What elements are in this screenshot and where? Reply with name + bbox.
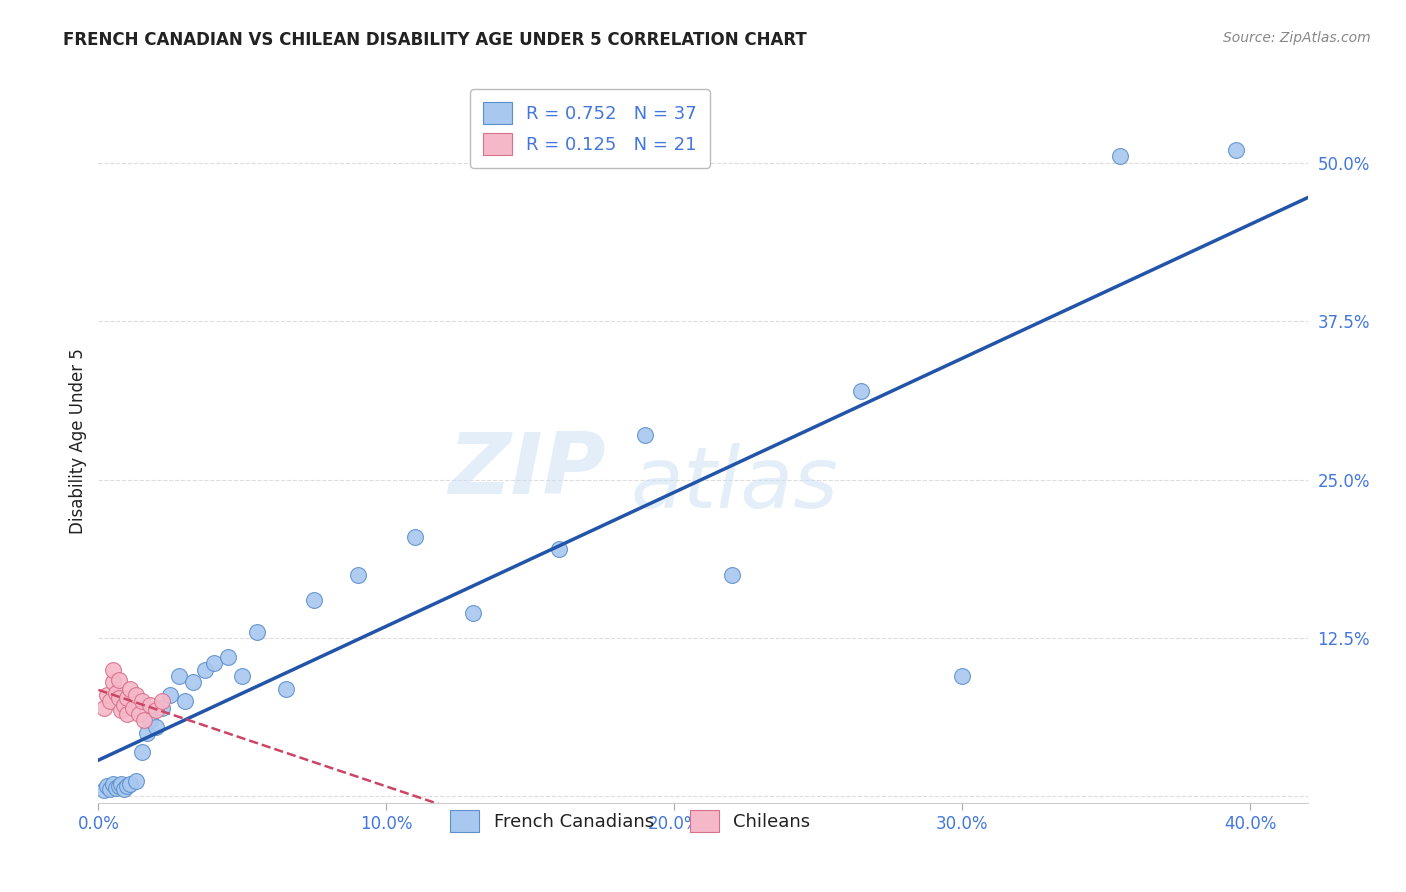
Point xyxy=(115,780,138,794)
Point xyxy=(101,675,124,690)
Point xyxy=(93,783,115,797)
Point xyxy=(274,681,297,696)
Point xyxy=(950,669,973,683)
Point xyxy=(1109,149,1132,163)
Point xyxy=(183,675,205,690)
Point xyxy=(461,606,484,620)
Point xyxy=(131,694,153,708)
Text: FRENCH CANADIAN VS CHILEAN DISABILITY AGE UNDER 5 CORRELATION CHART: FRENCH CANADIAN VS CHILEAN DISABILITY AG… xyxy=(63,31,807,49)
Point xyxy=(107,780,129,794)
Point xyxy=(194,663,217,677)
Point xyxy=(128,707,150,722)
Point xyxy=(634,428,657,442)
Point xyxy=(150,694,173,708)
Point xyxy=(96,780,118,794)
Point xyxy=(120,777,142,791)
Point xyxy=(134,714,156,728)
Point xyxy=(101,663,124,677)
Point xyxy=(112,781,135,796)
Point xyxy=(202,657,225,671)
Point xyxy=(404,530,426,544)
Point xyxy=(98,694,121,708)
Point xyxy=(120,681,142,696)
Point xyxy=(107,673,129,687)
Point xyxy=(548,542,571,557)
Point xyxy=(122,700,145,714)
Point xyxy=(107,690,129,705)
Point xyxy=(720,567,742,582)
Point xyxy=(139,714,162,728)
Text: ZIP: ZIP xyxy=(449,429,606,512)
Point xyxy=(136,726,159,740)
Point xyxy=(112,698,135,713)
Point xyxy=(246,624,269,639)
Text: atlas: atlas xyxy=(630,443,838,526)
Point xyxy=(139,698,162,713)
Point xyxy=(93,700,115,714)
Legend: French Canadians, Chileans: French Canadians, Chileans xyxy=(437,797,823,845)
Point xyxy=(110,703,132,717)
Point xyxy=(96,688,118,702)
Point xyxy=(131,745,153,759)
Point xyxy=(104,685,127,699)
Point xyxy=(104,780,127,795)
Point xyxy=(125,688,148,702)
Point xyxy=(304,593,326,607)
Text: Source: ZipAtlas.com: Source: ZipAtlas.com xyxy=(1223,31,1371,45)
Point xyxy=(125,774,148,789)
Point xyxy=(231,669,253,683)
Point xyxy=(150,700,173,714)
Point xyxy=(98,781,121,796)
Point xyxy=(145,720,167,734)
Point xyxy=(145,703,167,717)
Y-axis label: Disability Age Under 5: Disability Age Under 5 xyxy=(69,349,87,534)
Point xyxy=(115,690,138,705)
Point xyxy=(173,694,195,708)
Point xyxy=(101,777,124,791)
Point xyxy=(115,707,138,722)
Point xyxy=(110,777,132,791)
Point xyxy=(217,650,239,665)
Point xyxy=(167,669,190,683)
Point xyxy=(346,567,368,582)
Point xyxy=(1225,143,1247,157)
Point xyxy=(159,688,181,702)
Point xyxy=(851,384,873,398)
